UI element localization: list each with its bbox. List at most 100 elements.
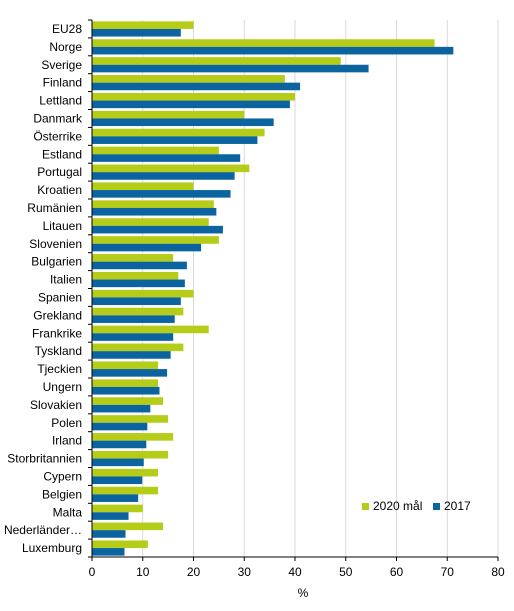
legend-label-2017: 2017 [444,499,471,513]
axes [88,19,499,561]
category-label: Slovakien [30,398,82,412]
bar-target-2020 [92,504,143,513]
bar-target-2020 [92,164,250,173]
category-label: Cypern [43,469,82,483]
bar-2017 [92,512,129,520]
category-label: Finland [43,76,82,90]
category-label: Luxemburg [22,541,82,555]
category-label: Österrike [33,129,82,143]
category-label: Italien [50,273,82,287]
bar-target-2020 [92,128,265,137]
category-label: Lettland [39,94,82,108]
x-tick-label: 10 [136,565,150,579]
legend-label-2020-mal: 2020 mål [373,499,422,513]
bar-target-2020 [92,218,209,226]
category-label: Estland [42,147,82,161]
bar-target-2020 [92,200,214,208]
gridlines [142,20,499,557]
x-tick-label: 30 [238,565,252,579]
bar-2017 [92,404,151,413]
bar-target-2020 [92,361,158,370]
bar-2017 [92,548,125,556]
bar-2017 [92,476,143,485]
bar-target-2020 [92,307,184,316]
bar-2017 [92,440,147,449]
bar-2017 [92,315,175,323]
x-tick-label: 50 [339,565,353,579]
x-tick-label: 60 [390,565,404,579]
category-label: Norge [49,40,82,54]
bar-2017 [92,333,174,341]
bar-target-2020 [92,486,158,495]
category-label: Frankrike [32,326,82,340]
bar-target-2020 [92,254,174,262]
category-label: Danmark [33,111,83,125]
x-tick-label: 0 [89,565,96,579]
legend-swatch-2020-mal [362,503,369,510]
category-label: Bulgarien [31,255,82,269]
category-label: Portugal [37,165,82,179]
bar-2017 [92,458,144,467]
bar-2017 [92,351,171,359]
bar-target-2020 [92,379,158,387]
category-label: Irland [52,434,82,448]
bar-2017 [92,100,290,109]
category-label: Tjeckien [37,362,82,376]
bar-target-2020 [92,540,148,549]
x-axis-label: % [298,586,309,600]
category-label: Spanien [38,290,82,304]
category-label: Ungern [43,380,82,394]
bar-2017 [92,82,301,91]
bar-2017 [92,386,160,395]
bar-target-2020 [92,433,174,441]
bar-2017 [92,279,185,288]
category-label: Nederländer… [4,523,82,537]
bar-2017 [92,261,187,270]
category-label: Malta [53,505,83,519]
legend-swatch-2017 [433,503,440,510]
bar-target-2020 [92,450,169,459]
x-tick-label: 20 [187,565,201,579]
bar-target-2020 [92,57,341,65]
bar-2017 [92,243,202,252]
category-label: Grekland [33,308,82,322]
category-label: Belgien [42,487,82,501]
bar-target-2020 [92,21,194,29]
category-label: Tyskland [35,344,82,358]
bar-target-2020 [92,146,219,155]
bar-2017 [92,369,168,377]
bar-2017 [92,297,181,306]
bar-target-2020 [92,289,194,298]
category-labels: EU28 Norge Sverige Finland Lettland Danmark Ös… [4,22,83,555]
bar-target-2020 [92,325,209,334]
bar-target-2020 [92,75,285,83]
bar-target-2020 [92,182,194,191]
bar-2017 [92,190,231,198]
legend: 2020 mål 2017 [362,499,471,513]
bar-2017 [92,530,126,538]
category-label: Rumänien [27,201,82,215]
bar-target-2020 [92,468,158,477]
category-label: Sverige [41,58,82,72]
bar-target-2020 [92,522,164,531]
bar-2017 [92,28,181,37]
category-label: Storbritannien [7,452,82,466]
bar-2017 [92,207,217,216]
bar-2017 [92,46,454,55]
bar-target-2020 [92,110,245,119]
bar-target-2020 [92,92,295,101]
category-label: EU28 [52,22,82,36]
bar-2017 [92,494,139,502]
bar-2017 [92,172,235,180]
bar-target-2020 [92,415,169,423]
x-tick-label: 40 [288,565,302,579]
bar-2017 [92,136,258,144]
bar-target-2020 [92,236,219,244]
bar-2017 [92,64,369,73]
bar-target-2020 [92,271,179,280]
bar-2017 [92,118,274,127]
category-label: Slovenien [29,237,82,251]
bar-target-2020 [92,397,164,405]
x-tick-label: 80 [491,565,505,579]
